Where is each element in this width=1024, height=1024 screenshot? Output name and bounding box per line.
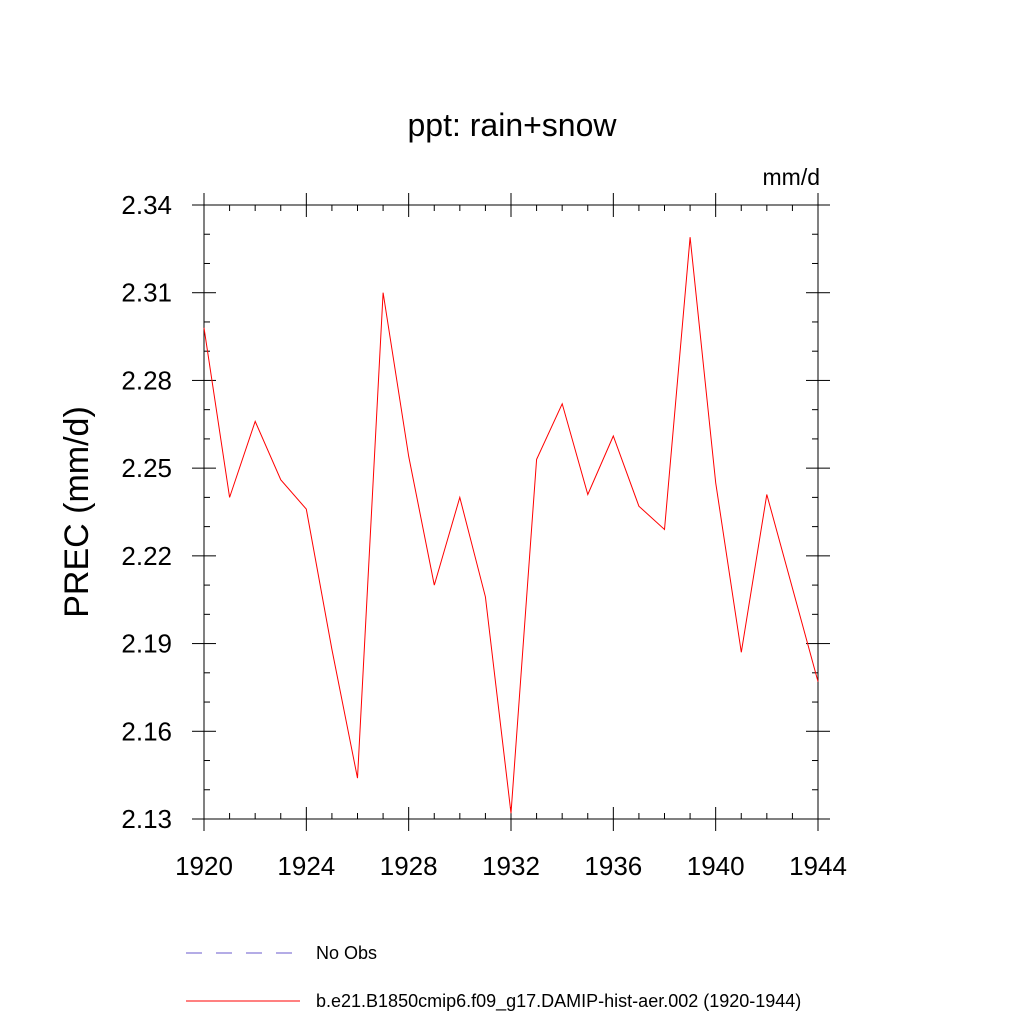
plot-frame xyxy=(203,204,819,820)
y-tick-label: 2.31 xyxy=(121,278,172,308)
legend-label-no-obs: No Obs xyxy=(316,943,377,963)
x-tick-label: 1944 xyxy=(789,851,847,881)
y-tick-label: 2.19 xyxy=(121,629,172,659)
y-tick-label: 2.22 xyxy=(121,541,172,571)
x-tick-label: 1940 xyxy=(687,851,745,881)
y-tick-label: 2.28 xyxy=(121,365,172,395)
chart-title: ppt: rain+snow xyxy=(407,107,617,143)
y-tick-label: 2.25 xyxy=(121,453,172,483)
legend: No Obs b.e21.B1850cmip6.f09_g17.DAMIP-hi… xyxy=(186,943,801,1012)
legend-label-model: b.e21.B1850cmip6.f09_g17.DAMIP-hist-aer.… xyxy=(316,991,801,1012)
x-tick-label: 1928 xyxy=(380,851,438,881)
units-label: mm/d xyxy=(763,164,821,190)
axes: 1920 1924 1928 1932 1936 1940 1944 2.13 2.16 2.19… xyxy=(121,190,847,881)
y-tick-label: 2.13 xyxy=(121,804,172,834)
x-tick-label: 1924 xyxy=(277,851,335,881)
y-axis-label: PREC (mm/d) xyxy=(58,406,96,618)
x-tick-label: 1932 xyxy=(482,851,540,881)
y-tick-label: 2.34 xyxy=(121,190,172,220)
x-tick-label: 1920 xyxy=(175,851,233,881)
series-line xyxy=(203,237,819,814)
y-tick-label: 2.16 xyxy=(121,716,172,746)
x-tick-label: 1936 xyxy=(584,851,642,881)
